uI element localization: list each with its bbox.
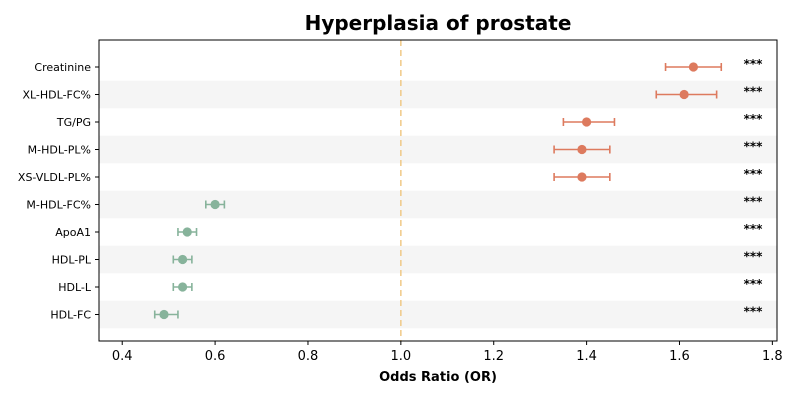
y-tick-label: ApoA1 <box>55 226 91 239</box>
or-point <box>177 282 188 292</box>
y-tick-label: TG/PG <box>56 116 91 129</box>
or-point <box>159 309 169 320</box>
axes-frame <box>98 39 778 342</box>
or-point <box>182 227 192 237</box>
significance-label: *** <box>744 167 764 181</box>
x-tick-label: 1.4 <box>576 349 597 364</box>
row-band <box>99 245 777 274</box>
significance-label: *** <box>744 250 764 264</box>
estimate-marks <box>153 62 723 320</box>
or-point <box>688 62 699 72</box>
row-band <box>99 300 777 329</box>
significance-label: *** <box>744 195 764 209</box>
significance-label: *** <box>744 85 764 99</box>
or-point <box>582 117 592 127</box>
y-tick-label: M-HDL-PL% <box>28 144 91 157</box>
x-axis-label: Odds Ratio (OR) <box>379 370 497 385</box>
x-tick-label: 1.2 <box>483 349 504 364</box>
significance-labels: *** *** *** *** *** *** *** *** *** *** <box>744 57 764 319</box>
or-point <box>210 199 220 210</box>
y-tick-label: M-HDL-FC% <box>26 199 91 212</box>
y-tick-label: HDL-FC <box>50 309 91 322</box>
significance-label: *** <box>744 305 764 319</box>
y-tick-label: HDL-PL <box>52 254 92 267</box>
y-tick-label: XS-VLDL-PL% <box>18 171 91 184</box>
or-point <box>577 144 587 155</box>
or-point <box>577 172 587 182</box>
y-tick-label: HDL-L <box>58 281 92 294</box>
significance-label: *** <box>744 222 764 236</box>
x-axis: 0.4 0.6 0.8 1.0 1.2 1.4 1.6 1.8 <box>112 341 783 364</box>
or-point <box>679 89 689 100</box>
row-band <box>99 135 777 164</box>
x-tick-label: 1.6 <box>669 349 690 364</box>
x-tick-label: 1.8 <box>762 349 783 364</box>
x-tick-label: 1.0 <box>391 349 412 364</box>
x-tick-label: 0.4 <box>112 349 133 364</box>
significance-label: *** <box>744 112 764 126</box>
y-axis: Creatinine XL-HDL-FC% TG/PG M-HDL-PL% XS-VLD… <box>18 61 99 322</box>
x-tick-label: 0.8 <box>298 349 319 364</box>
y-tick-label: Creatinine <box>34 61 91 74</box>
or-point <box>177 254 188 265</box>
y-tick-label: XL-HDL-FC% <box>22 89 91 102</box>
row-bands <box>99 80 777 329</box>
chart-title: Hyperplasia of prostate <box>305 11 572 35</box>
significance-label: *** <box>744 140 764 154</box>
row-band <box>99 190 777 219</box>
significance-label: *** <box>744 57 764 71</box>
x-tick-label: 0.6 <box>205 349 226 364</box>
significance-label: *** <box>744 277 764 291</box>
